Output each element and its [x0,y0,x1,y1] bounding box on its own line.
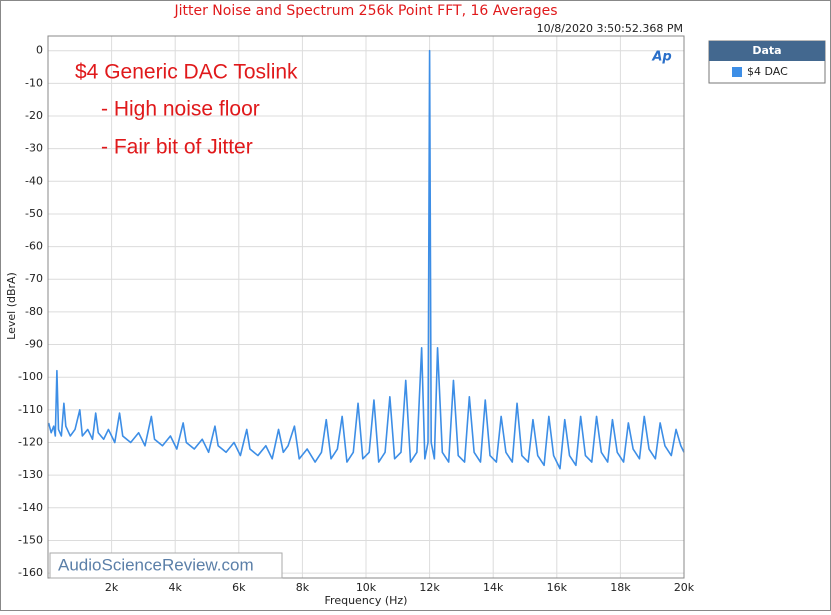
y-tick-label: -90 [25,338,43,351]
legend-header [709,41,825,61]
watermark: AudioScienceReview.com [58,555,254,574]
x-tick-label: 2k [105,581,119,594]
y-tick-label: -160 [18,566,43,579]
logo: Ap [651,50,671,65]
annotation: - Fair bit of Jitter [101,136,253,159]
annotation: $4 Generic DAC Toslink [75,61,298,84]
y-tick-label: -60 [25,240,43,253]
x-tick-label: 6k [232,581,246,594]
x-tick-label: 14k [483,581,504,594]
y-tick-label: -20 [25,109,43,122]
y-tick-label: -80 [25,305,43,318]
annotation: - High noise floor [101,98,260,121]
y-tick-label: -140 [18,501,43,514]
legend-label: $4 DAC [747,65,788,78]
y-tick-label: -70 [25,272,43,285]
chart-title: Jitter Noise and Spectrum 256k Point FFT… [173,3,557,19]
x-axis-label: Frequency (Hz) [325,594,408,607]
legend-title: Data [752,44,781,57]
y-tick-label: -120 [18,436,43,449]
watermark-box [49,552,283,579]
y-tick-label: -130 [18,468,43,481]
y-tick-label: 0 [36,44,43,57]
legend-swatch [732,67,742,77]
x-tick-label: 18k [610,581,631,594]
x-tick-label: 20k [674,581,695,594]
y-tick-label: -30 [25,142,43,155]
x-tick-label: 4k [169,581,183,594]
x-tick-label: 16k [547,581,568,594]
y-tick-label: -110 [18,403,43,416]
timestamp: 10/8/2020 3:50:52.368 PM [537,22,683,35]
plot-border [47,35,685,579]
plot-area: 0 -10 -20 -30 -40 -50 -60 -70 -80 -90 -100 -110 -120… [18,35,695,594]
series-line [47,49,685,470]
x-tick-label: 10k [356,581,377,594]
y-axis-label: Level (dBrA) [5,272,18,340]
y-tick-label: -150 [18,533,43,546]
y-tick-label: -40 [25,174,43,187]
y-tick-label: -10 [25,76,43,89]
x-tick-label: 12k [419,581,440,594]
x-tick-label: 8k [296,581,310,594]
legend-items: $4 DAC [732,65,788,78]
y-tick-label: -50 [25,207,43,220]
y-tick-label: -100 [18,370,43,383]
